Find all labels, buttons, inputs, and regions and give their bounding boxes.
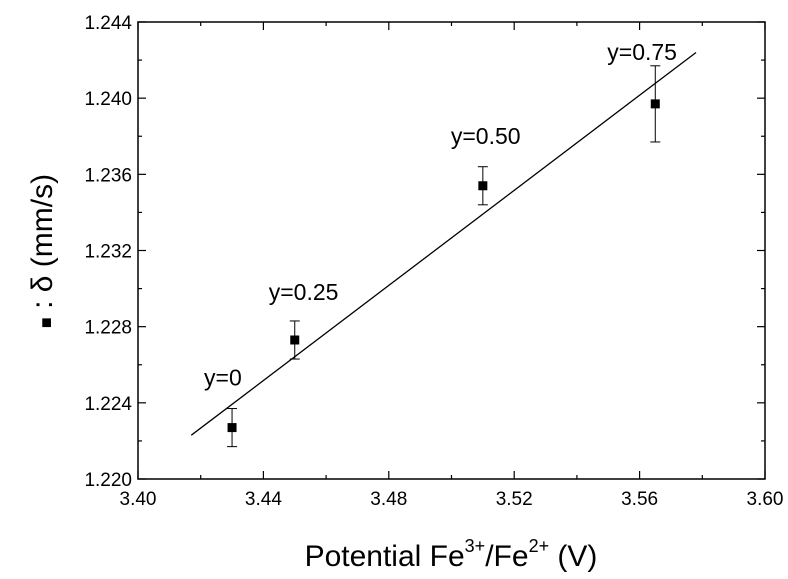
point-label: y=0 [204, 365, 242, 391]
x-tick-label: 3.60 [747, 489, 784, 510]
x-tick-label: 3.44 [245, 489, 282, 510]
data-points [227, 99, 660, 433]
x-axis-title-sup1: 3+ [465, 536, 486, 556]
y-axis-title: ■ : δ (mm/s) [26, 174, 59, 328]
x-tick-label: 3.52 [496, 489, 533, 510]
x-axis-title-prefix: Potential Fe [305, 540, 465, 573]
y-axis-legend-marker: ■ [36, 317, 56, 328]
y-tick-label: 1.220 [84, 470, 132, 491]
x-axis-title-sup2: 2+ [529, 536, 550, 556]
svg-text:■ : δ (mm/s): ■ : δ (mm/s) [26, 174, 59, 328]
y-tick-label: 1.244 [84, 13, 132, 34]
x-tick-label: 3.48 [370, 489, 407, 510]
point-label: y=0.75 [607, 39, 677, 65]
axis-ticks [137, 21, 766, 480]
data-point [478, 181, 488, 191]
point-annotations: y=0 y=0.25 y=0.50 y=0.75 [204, 39, 677, 391]
point-label: y=0.50 [451, 123, 521, 149]
y-tick-label: 1.224 [84, 394, 132, 415]
data-point [227, 423, 237, 433]
tick-labels: 3.40 3.44 3.48 3.52 3.56 3.60 1.220 1.224 1.228 1… [84, 13, 783, 510]
data-point [290, 335, 300, 345]
x-tick-label: 3.40 [120, 489, 157, 510]
y-tick-label: 1.228 [84, 318, 132, 339]
linear-fit-line [190, 51, 697, 436]
y-tick-label: 1.232 [84, 242, 132, 263]
y-tick-label: 1.236 [84, 165, 132, 186]
x-axis-title-suffix: (V) [549, 540, 597, 573]
fit-line-group [190, 51, 697, 436]
x-tick-label: 3.56 [621, 489, 658, 510]
y-axis-title-text: : δ (mm/s) [26, 174, 59, 317]
x-axis-title: Potential Fe3+/Fe2+ (V) [305, 536, 598, 573]
y-tick-label: 1.240 [84, 89, 132, 110]
x-axis-title-mid: /Fe [485, 540, 528, 573]
error-bars [227, 65, 661, 448]
data-point [650, 99, 660, 109]
point-label: y=0.25 [269, 279, 339, 305]
